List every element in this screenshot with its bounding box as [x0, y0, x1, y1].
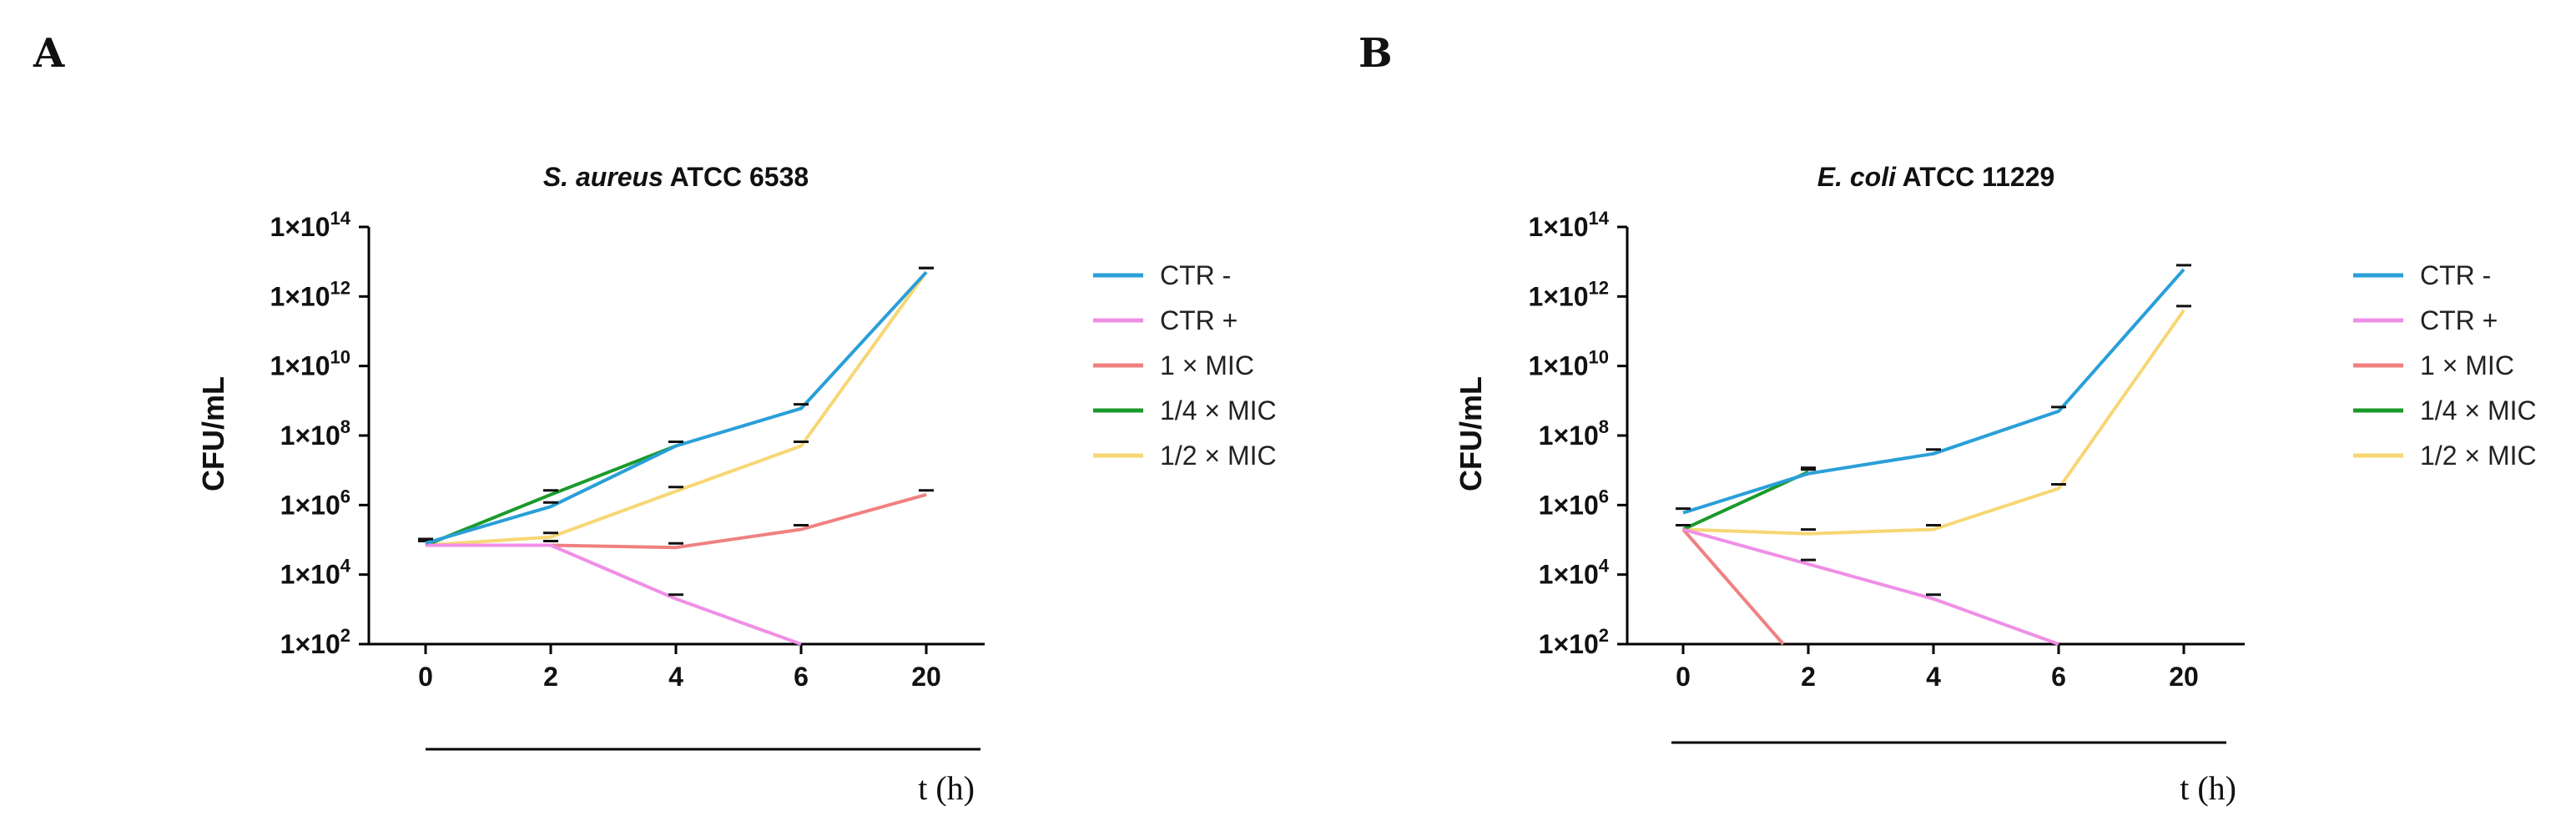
legend-label-b-4: 1/2 × MIC: [2420, 441, 2537, 471]
y-axis-label-a: CFU/mL: [196, 376, 230, 491]
title-italic-a: S. aureus: [543, 162, 663, 192]
panel-label-b: B: [1359, 30, 1393, 77]
x-tick-label-b-4: 20: [2169, 662, 2199, 692]
chart-panel-b: E. coli ATCC 11229 CFU/mL t (h) 1×102 1×1…: [1454, 162, 2537, 807]
y-tick-label-a-4: 1×1010: [270, 347, 350, 381]
chart-title-a: S. aureus ATCC 6538: [543, 162, 809, 192]
legend-label-a-0: CTR -: [1160, 260, 1231, 290]
series-line-b-2: [1681, 528, 1785, 646]
series-line-a-1: [426, 543, 802, 646]
legend-label-a-2: 1 × MIC: [1160, 350, 1254, 380]
x-tick-label-a-0: 0: [418, 662, 433, 692]
series-line-a-3: [425, 444, 677, 547]
x-tick-label-a-3: 6: [794, 662, 809, 692]
y-tick-label-b-2: 1×106: [1539, 486, 1609, 520]
legend-label-b-2: 1 × MIC: [2420, 350, 2514, 380]
y-tick-label-b-3: 1×108: [1539, 416, 1609, 451]
series-line-a-4: [425, 271, 928, 547]
title-rest-a: ATCC 6538: [663, 162, 809, 192]
y-tick-label-a-2: 1×106: [280, 486, 350, 520]
series-line-a-0: [425, 270, 928, 545]
x-axis-label-a: t (h): [918, 769, 975, 807]
legend-label-b-3: 1/4 × MIC: [2420, 395, 2537, 426]
x-tick-label-a-4: 20: [911, 662, 941, 692]
legend-label-b-0: CTR -: [2420, 260, 2491, 290]
title-rest-b: ATCC 11229: [1896, 162, 2054, 192]
y-tick-label-a-0: 1×102: [280, 625, 350, 659]
chart-panel-a: S. aureus ATCC 6538 CFU/mL t (h) 1×102 1×…: [196, 162, 1277, 807]
series-line-b-1: [1682, 527, 2059, 646]
legend-label-a-4: 1/2 × MIC: [1160, 441, 1277, 471]
panel-label-a: A: [33, 30, 65, 77]
y-tick-label-a-3: 1×108: [280, 416, 350, 451]
series-line-b-0: [1682, 268, 2185, 515]
y-tick-label-a-1: 1×104: [280, 556, 351, 590]
series-line-b-4: [1682, 309, 2185, 536]
y-tick-label-b-5: 1×1012: [1528, 277, 1609, 311]
y-tick-label-b-1: 1×104: [1539, 556, 1610, 590]
x-axis-label-b: t (h): [2180, 769, 2236, 807]
y-tick-label-b-6: 1×1014: [1528, 208, 1609, 242]
y-axis-label-b: CFU/mL: [1454, 376, 1488, 491]
legend-label-a-3: 1/4 × MIC: [1160, 395, 1277, 426]
title-italic-b: E. coli: [1817, 162, 1897, 192]
legend-label-a-1: CTR +: [1160, 305, 1238, 335]
y-tick-label-a-5: 1×1012: [270, 277, 350, 311]
x-tick-label-b-3: 6: [2051, 662, 2066, 692]
x-tick-label-a-1: 2: [543, 662, 558, 692]
y-tick-label-b-0: 1×102: [1539, 625, 1609, 659]
legend-label-b-1: CTR +: [2420, 305, 2498, 335]
x-tick-label-b-1: 2: [1801, 662, 1816, 692]
y-tick-label-a-6: 1×1014: [270, 208, 350, 242]
chart-title-b: E. coli ATCC 11229: [1817, 162, 2055, 192]
x-tick-label-a-2: 4: [668, 662, 683, 692]
x-tick-label-b-0: 0: [1676, 662, 1691, 692]
x-tick-label-b-2: 4: [1926, 662, 1941, 692]
y-tick-label-b-4: 1×1010: [1528, 347, 1609, 381]
